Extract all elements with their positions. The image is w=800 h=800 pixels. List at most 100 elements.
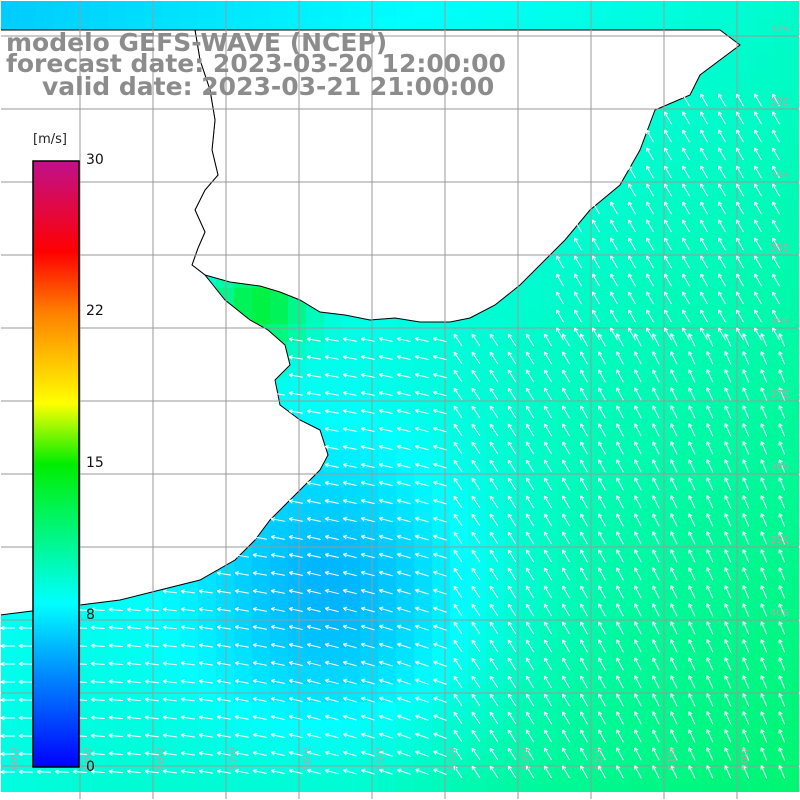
speed-cell (666, 270, 684, 288)
speed-cell (756, 54, 774, 72)
speed-cell (666, 198, 684, 216)
speed-cell (522, 414, 540, 432)
speed-cell (702, 360, 720, 378)
wind-arrow (432, 336, 447, 343)
speed-cell (252, 0, 270, 18)
wind-arrow (144, 697, 160, 702)
wind-arrow (718, 309, 726, 323)
wind-arrow (288, 606, 303, 613)
wind-arrow (507, 531, 517, 545)
wind-arrow (415, 732, 429, 739)
wind-arrow (706, 387, 714, 401)
wind-arrow (754, 201, 762, 215)
speed-cell (612, 630, 630, 648)
speed-cell (486, 576, 504, 594)
wind-arrow (180, 697, 195, 702)
speed-cell (0, 738, 18, 756)
wind-arrow (180, 751, 195, 756)
wind-arrow (507, 549, 517, 563)
wind-arrow (598, 441, 606, 455)
speed-cell (504, 378, 522, 396)
speed-cell (738, 144, 756, 162)
wind-arrow (180, 715, 195, 720)
wind-arrow (525, 693, 535, 707)
speed-cell (792, 378, 800, 396)
wind-arrow (700, 327, 708, 341)
wind-arrow (471, 621, 481, 635)
speed-cell (306, 774, 324, 792)
speed-cell (702, 414, 720, 432)
speed-cell (558, 396, 576, 414)
wind-arrow (652, 351, 660, 365)
wind-arrow (664, 219, 672, 233)
speed-cell (738, 612, 756, 630)
wind-arrow (342, 372, 357, 378)
wind-arrow (742, 549, 750, 563)
wind-arrow (616, 369, 624, 383)
wind-arrow (396, 696, 411, 703)
wind-arrow (198, 697, 213, 702)
wind-arrow (471, 423, 481, 437)
speed-cell (612, 540, 630, 558)
speed-cell (666, 378, 684, 396)
wind-arrow (360, 408, 375, 415)
speed-cell (450, 648, 468, 666)
speed-cell (504, 468, 522, 486)
wind-arrow (706, 459, 714, 473)
speed-cell (738, 324, 756, 342)
speed-cell (666, 540, 684, 558)
wind-arrow (700, 201, 708, 215)
speed-cell (0, 648, 18, 666)
wind-arrow (126, 625, 142, 630)
wind-arrow (415, 678, 429, 685)
wind-arrow (378, 660, 393, 667)
speed-cell (792, 108, 800, 126)
speed-cell (756, 702, 774, 720)
wind-arrow (754, 129, 762, 143)
wind-arrow (378, 570, 393, 577)
wind-arrow (580, 639, 588, 653)
wind-arrow (664, 309, 672, 323)
speed-cell (738, 648, 756, 666)
wind-arrow (489, 585, 499, 599)
wind-arrow (489, 729, 499, 743)
wind-arrow (126, 769, 142, 774)
speed-cell (684, 234, 702, 252)
speed-cell (486, 756, 504, 774)
speed-cell (540, 414, 558, 432)
wind-arrow (742, 531, 750, 545)
speed-cell (792, 414, 800, 432)
wind-arrow (760, 531, 768, 545)
wind-arrow (489, 333, 499, 347)
speed-cell (612, 288, 630, 306)
wind-arrow (561, 549, 570, 563)
wind-arrow (306, 642, 321, 649)
wind-arrow (634, 603, 642, 617)
wind-arrow (471, 405, 481, 419)
wind-arrow (360, 552, 375, 559)
speed-cell (792, 558, 800, 576)
speed-cell (684, 612, 702, 630)
wind-arrow (396, 678, 411, 685)
wind-arrow (760, 639, 768, 653)
wind-arrow (489, 657, 499, 671)
wind-arrow (670, 693, 678, 707)
speed-cell (540, 342, 558, 360)
wind-arrow (634, 477, 642, 491)
wind-arrow (471, 495, 481, 509)
wind-arrow (724, 531, 732, 545)
speed-cell (468, 612, 486, 630)
speed-cell (792, 738, 800, 756)
speed-cell (720, 504, 738, 522)
wind-arrow (288, 642, 303, 649)
speed-cell (612, 0, 630, 18)
speed-cell (504, 324, 522, 342)
wind-arrow (507, 405, 517, 419)
speed-cell (684, 216, 702, 234)
speed-cell (630, 306, 648, 324)
wind-arrow (543, 459, 553, 473)
wind-arrow (736, 255, 744, 269)
wind-arrow (324, 588, 339, 595)
